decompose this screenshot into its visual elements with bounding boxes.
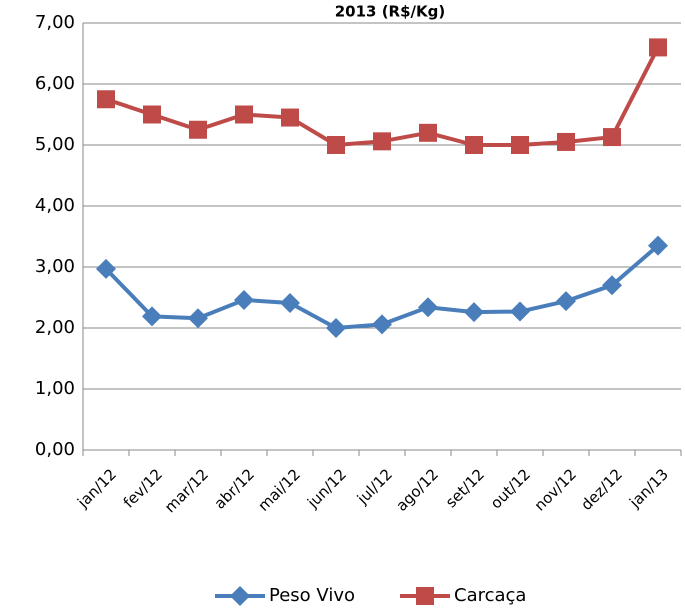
x-tick-label: jul/12 (353, 465, 396, 508)
y-tick-label: 1,00 (35, 378, 75, 399)
data-point (281, 108, 299, 127)
x-tick-label: set/12 (442, 465, 488, 511)
data-point (557, 132, 575, 151)
data-point (97, 90, 115, 109)
data-point (189, 120, 207, 139)
x-tick-label: jan/12 (73, 465, 120, 512)
y-tick-label: 0,00 (35, 439, 75, 460)
x-tick-label: dez/12 (577, 465, 626, 514)
data-point (235, 105, 253, 124)
data-point (143, 105, 161, 124)
legend-marker (416, 587, 434, 605)
data-point (373, 132, 391, 151)
data-point (556, 291, 576, 312)
data-point (280, 292, 300, 313)
data-point (649, 38, 667, 57)
chart-title: 2013 (R$/Kg) (335, 3, 446, 21)
data-point (602, 275, 622, 296)
data-point (372, 314, 392, 335)
x-tick-label: out/12 (487, 465, 534, 512)
data-point (96, 258, 116, 279)
data-point (419, 123, 437, 142)
legend-label: Peso Vivo (269, 585, 355, 606)
y-tick-label: 5,00 (35, 134, 75, 155)
x-tick-label: mar/12 (161, 465, 212, 516)
y-tick-label: 2,00 (35, 317, 75, 338)
x-tick-label: mai/12 (254, 465, 304, 515)
data-point (188, 308, 208, 329)
data-point (418, 297, 438, 318)
x-tick-label: ago/12 (392, 465, 442, 515)
data-point (327, 136, 345, 154)
legend-label: Carcaça (454, 585, 526, 606)
y-tick-label: 3,00 (35, 256, 75, 277)
data-point (510, 301, 530, 322)
data-point (142, 306, 162, 327)
data-point (464, 302, 484, 323)
data-point (326, 318, 346, 338)
y-tick-label: 7,00 (35, 12, 75, 33)
data-point (511, 136, 529, 154)
x-tick-label: fev/12 (120, 465, 166, 511)
x-tick-label: jan/13 (625, 465, 672, 512)
data-point (648, 235, 668, 256)
data-point (234, 289, 254, 310)
x-tick-label: jun/12 (303, 465, 350, 512)
data-point (603, 128, 621, 147)
data-point (465, 136, 483, 154)
x-tick-label: nov/12 (531, 465, 580, 514)
series-line (105, 46, 660, 147)
legend-marker (230, 586, 250, 606)
x-tick-label: abr/12 (211, 465, 258, 512)
y-tick-label: 6,00 (35, 73, 75, 94)
y-tick-label: 4,00 (35, 195, 75, 216)
